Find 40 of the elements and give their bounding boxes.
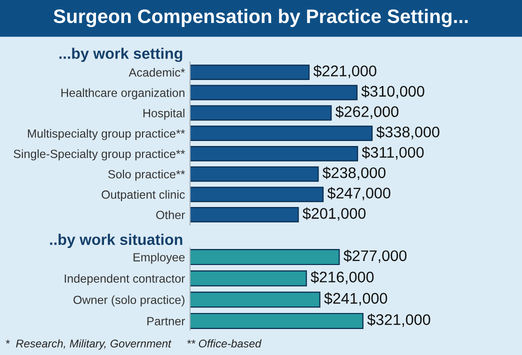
data-label: $311,000 (362, 146, 424, 160)
bar (190, 126, 373, 141)
data-label: $216,000 (310, 270, 374, 284)
data-label: $262,000 (335, 106, 398, 119)
data-label: $277,000 (344, 250, 407, 263)
y-tick-label: Healthcare organization (61, 88, 184, 100)
y-tick-label: Partner (147, 317, 185, 326)
data-label: $338,000 (376, 126, 440, 140)
y-tick-label: Employee (134, 252, 185, 264)
bar (190, 84, 358, 100)
y-tick-label: Outpatient clinic (102, 190, 185, 202)
data-label: $221,000 (313, 64, 376, 78)
bar (190, 64, 310, 80)
chart-title: Surgeon Compensation by Practice Setting... (54, 8, 468, 28)
bar (190, 146, 358, 162)
text: * Research, Military, Government ** Office-based (6, 339, 262, 350)
data-label: $310,000 (361, 85, 424, 99)
y-tick-label: Multispecialty group practice** (28, 129, 185, 140)
y-tick-label: Independent contractor (64, 274, 185, 286)
y-tick-label: Solo practice** (108, 170, 185, 181)
data-label: $321,000 (367, 314, 430, 327)
data-label: $201,000 (302, 207, 366, 221)
data-label: $238,000 (322, 166, 386, 180)
y-tick-label: Hospital (143, 108, 184, 120)
bar (190, 312, 364, 329)
y-tick-label: Other (156, 210, 185, 220)
bar (190, 292, 320, 308)
chart-subtitle: ..by work situation (50, 234, 182, 248)
bar (190, 270, 307, 286)
bar (190, 186, 324, 202)
data-label: $241,000 (324, 292, 388, 306)
bar (190, 249, 340, 266)
data-label: $247,000 (327, 187, 390, 200)
chart-subtitle: ...by work setting (59, 48, 182, 62)
y-tick-label: Single-Specialty group practice** (14, 149, 185, 160)
y-tick-label: Owner (solo practice) (74, 295, 184, 306)
bar (190, 166, 319, 182)
bar (190, 207, 299, 222)
bar (190, 105, 332, 121)
y-tick-label: Academic* (128, 68, 185, 77)
